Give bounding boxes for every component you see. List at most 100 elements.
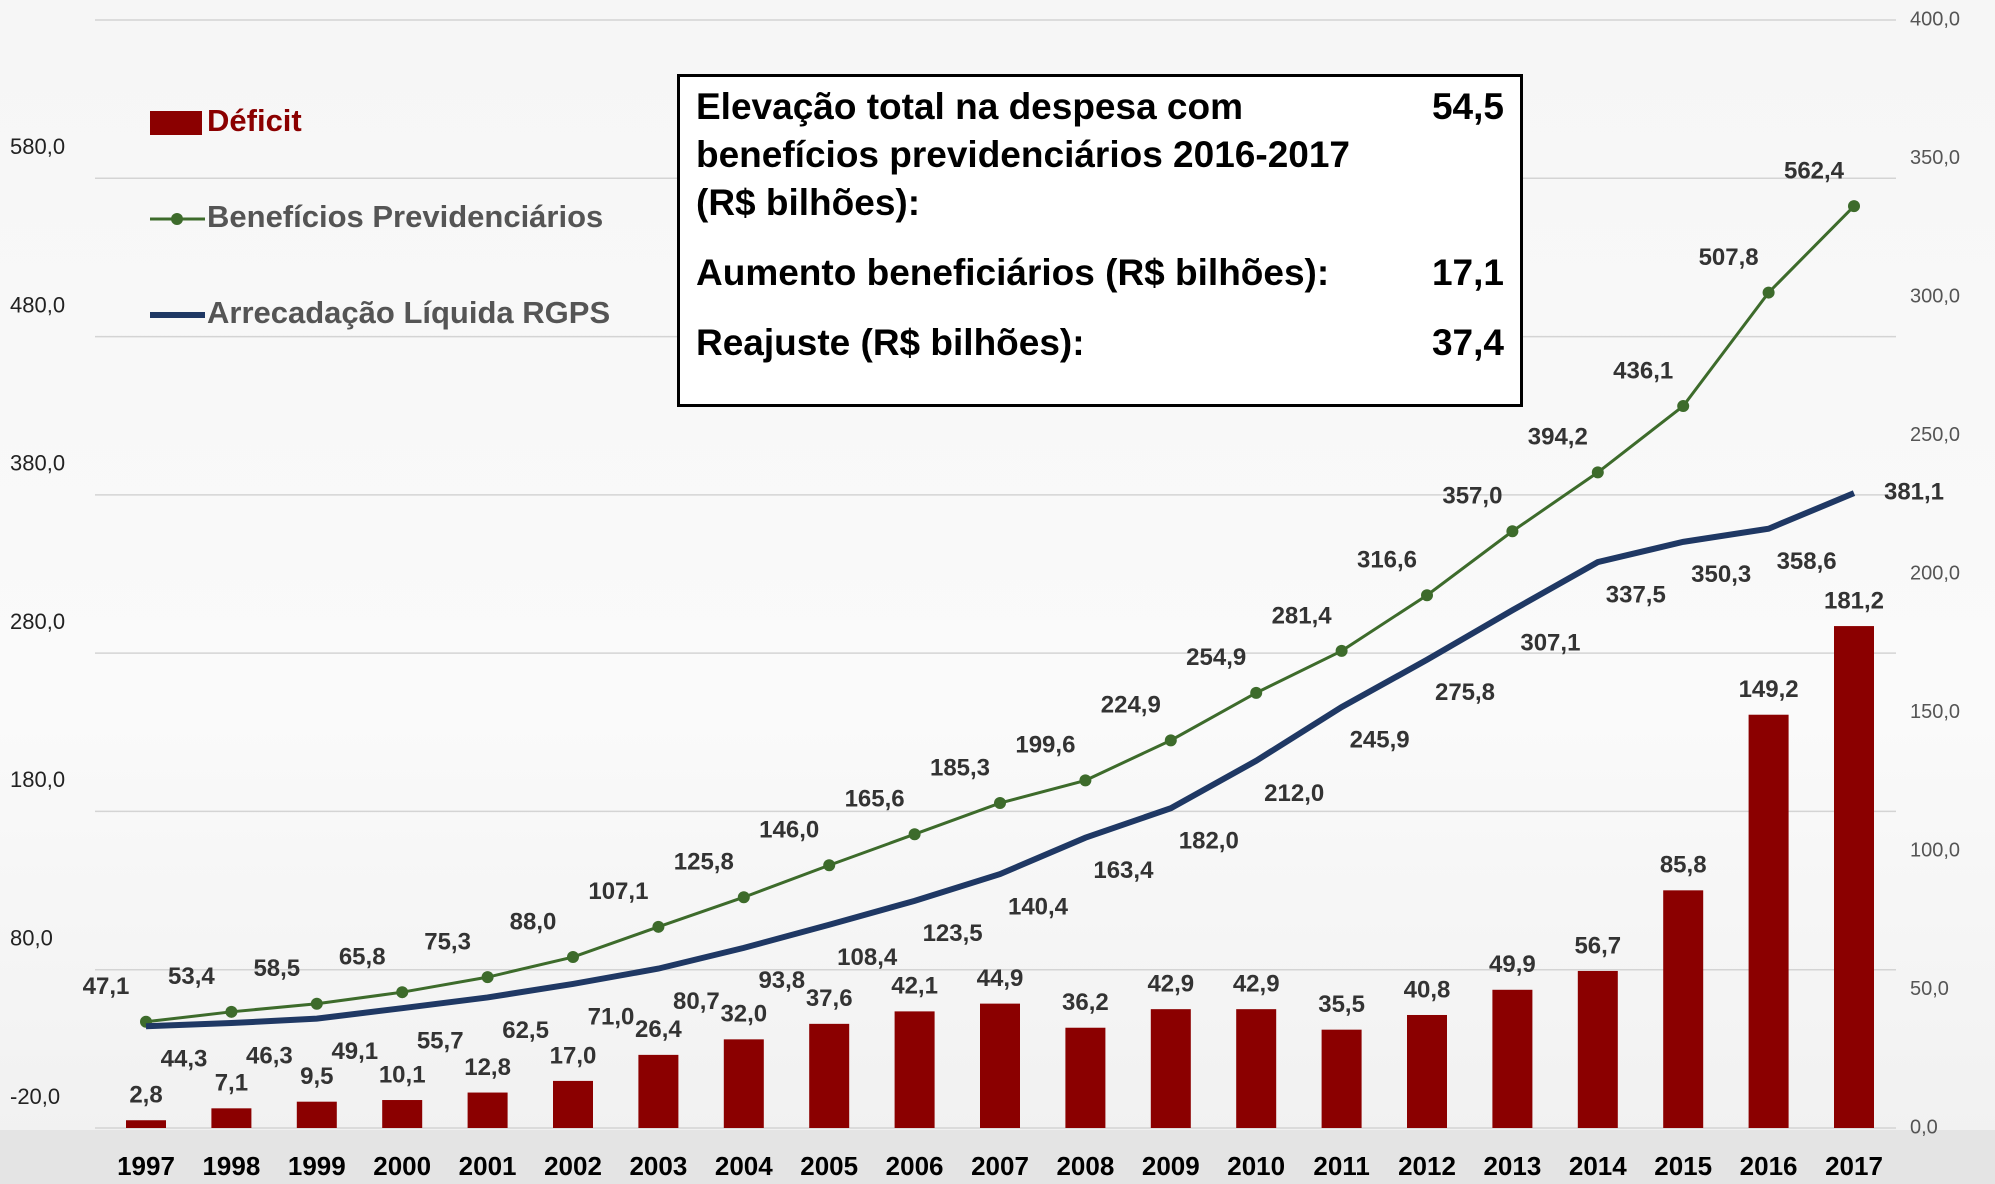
data-label: 62,5	[502, 1017, 549, 1044]
x-tick-label: 2015	[1654, 1151, 1712, 1181]
data-label: 224,9	[1101, 692, 1161, 719]
y-tick-label: 380,0	[10, 451, 65, 476]
data-label: 275,8	[1435, 679, 1495, 706]
y2-tick-label: 400,0	[1910, 8, 1960, 30]
x-tick-label: 2013	[1483, 1151, 1541, 1181]
data-label: 123,5	[923, 920, 983, 947]
annotation-box: Elevação total na despesa com benefícios…	[677, 74, 1523, 407]
box-label: Elevação total na despesa com benefícios…	[696, 86, 1351, 223]
marker	[481, 971, 494, 984]
x-tick-label: 2010	[1227, 1151, 1285, 1181]
bar	[1321, 1029, 1362, 1128]
data-label: 49,9	[1489, 951, 1536, 978]
data-label: 281,4	[1272, 602, 1333, 629]
x-tick-label: 2003	[629, 1151, 687, 1181]
marker	[994, 797, 1006, 810]
data-label: 49,1	[331, 1038, 378, 1065]
x-tick-label: 2009	[1142, 1151, 1200, 1181]
box-row: Reajuste (R$ bilhões): 37,4	[696, 319, 1504, 367]
box-value: 54,5	[1431, 86, 1504, 127]
data-label: 93,8	[758, 967, 805, 994]
data-label: 2,8	[129, 1082, 162, 1109]
marker	[1079, 774, 1092, 787]
data-label: 36,2	[1062, 989, 1109, 1016]
x-tick-label: 2011	[1313, 1151, 1369, 1181]
x-tick-label: 2007	[971, 1151, 1029, 1181]
data-label: 182,0	[1179, 828, 1239, 855]
bar	[638, 1054, 679, 1128]
data-label: 394,2	[1528, 424, 1588, 451]
data-label: 12,8	[464, 1054, 511, 1081]
legend-label: Déficit	[207, 103, 302, 138]
data-label: 40,8	[1404, 976, 1451, 1003]
data-label: 44,3	[161, 1046, 208, 1073]
data-label: 80,7	[673, 988, 720, 1015]
legend-marker	[171, 213, 183, 225]
x-tick-label: 2002	[544, 1151, 602, 1181]
data-label: 245,9	[1350, 726, 1410, 753]
marker	[908, 828, 921, 841]
bar	[1834, 626, 1874, 1128]
x-tick-label: 2001	[459, 1151, 517, 1181]
y2-tick-label: 0,0	[1910, 1116, 1938, 1138]
x-tick-label: 2012	[1398, 1151, 1456, 1181]
data-label: 44,9	[977, 965, 1024, 992]
data-label: 125,8	[674, 849, 734, 876]
bar	[980, 1003, 1020, 1128]
marker	[652, 920, 665, 933]
marker	[1164, 734, 1177, 747]
marker	[396, 986, 409, 999]
data-label: 26,4	[635, 1016, 682, 1043]
marker	[310, 997, 323, 1010]
data-label: 47,1	[83, 973, 130, 1000]
x-tick-label: 2000	[373, 1151, 431, 1181]
y2-tick-label: 200,0	[1910, 562, 1960, 584]
marker	[737, 891, 750, 904]
x-tick-label: 2017	[1825, 1151, 1883, 1181]
data-label: 163,4	[1093, 857, 1154, 884]
bar	[1065, 1027, 1106, 1128]
data-label: 436,1	[1613, 357, 1673, 384]
y-tick-label: 680,0	[10, 0, 65, 1]
bar	[809, 1023, 850, 1128]
data-label: 17,0	[550, 1042, 597, 1069]
box-label: Aumento beneficiários (R$ bilhões):	[696, 252, 1330, 293]
marker	[1250, 686, 1263, 699]
marker	[225, 1005, 238, 1018]
box-label: Reajuste (R$ bilhões):	[696, 322, 1085, 363]
marker	[1506, 525, 1519, 538]
bar	[723, 1039, 764, 1128]
bar	[1236, 1009, 1277, 1128]
data-label: 42,1	[891, 973, 938, 1000]
x-axis-band	[0, 1130, 1995, 1184]
x-tick-label: 2004	[715, 1151, 773, 1181]
data-label: 58,5	[253, 955, 300, 982]
data-label: 56,7	[1574, 932, 1621, 959]
data-label: 149,2	[1739, 676, 1799, 703]
bar	[1407, 1014, 1447, 1128]
bar	[211, 1108, 252, 1128]
x-tick-label: 1999	[288, 1151, 346, 1181]
x-tick-label: 2008	[1056, 1151, 1114, 1181]
data-label: 7,1	[215, 1070, 248, 1097]
y-tick-label: 180,0	[10, 767, 65, 792]
data-label: 165,6	[845, 786, 905, 813]
data-label: 108,4	[837, 944, 898, 971]
data-label: 46,3	[246, 1042, 293, 1069]
bar	[553, 1080, 593, 1128]
marker	[1335, 644, 1348, 657]
data-label: 42,9	[1147, 971, 1194, 998]
box-value: 37,4	[1431, 322, 1504, 363]
x-tick-label: 2014	[1569, 1151, 1627, 1181]
data-label: 350,3	[1691, 561, 1751, 588]
data-label: 10,1	[379, 1061, 426, 1088]
legend-label: Arrecadação Líquida RGPS	[207, 295, 610, 330]
data-label: 75,3	[424, 928, 471, 955]
data-label: 199,6	[1015, 732, 1075, 759]
data-label: 32,0	[720, 1001, 767, 1028]
bar	[467, 1092, 508, 1128]
marker	[823, 859, 836, 872]
y-tick-label: 480,0	[10, 292, 65, 317]
